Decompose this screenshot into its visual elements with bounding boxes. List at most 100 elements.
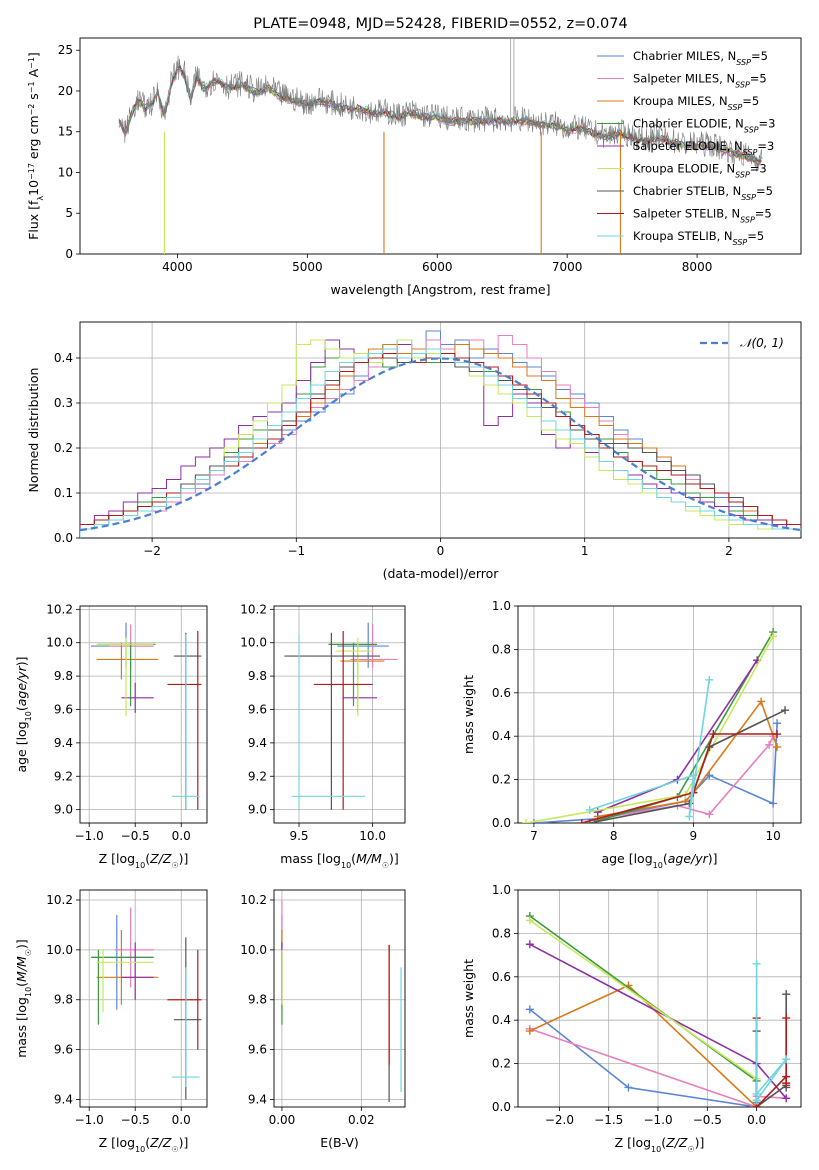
error-bars [91, 907, 202, 1100]
y-tick-label: 9.4 [54, 1093, 73, 1107]
error-bars [281, 899, 402, 1103]
y-tick-label: 10 [58, 165, 73, 179]
weight-marker [705, 810, 714, 819]
model-line [118, 66, 762, 161]
age_vs_Z-panel: −1.0 −0.5 0.0 9.0 9.2 9.4 9.6 9.8 10.0 10.2 Z [log… [14, 602, 208, 870]
legend-label: Kroupa ELODIE, NSSP=3 [633, 162, 767, 180]
y-tick-label: 9.4 [248, 736, 267, 750]
y-tick-label: 9.6 [248, 1043, 267, 1057]
spectrum-lines [118, 38, 763, 254]
axes-frame [517, 605, 802, 824]
y-tick-label: 0.0 [492, 816, 511, 830]
x-tick-label: 9.5 [289, 829, 308, 843]
weight-marker [577, 819, 586, 823]
legend: Chabrier MILES, NSSP=5 Salpeter MILES, NS… [597, 49, 775, 247]
weight-marker [593, 808, 602, 817]
x-axis-label: (data-model)/error [383, 566, 500, 581]
x-tick-label: −2 [143, 544, 161, 558]
weight-marker [773, 730, 782, 739]
y-tick-label: 10.0 [46, 636, 73, 650]
y-tick-label: 0.6 [492, 970, 511, 984]
axes-frame [79, 37, 802, 255]
y-tick-label: 9.4 [248, 1093, 267, 1107]
x-axis-label: wavelength [Angstrom, rest frame] [330, 282, 550, 297]
y-tick-label: 0.4 [492, 729, 511, 743]
x-tick-label: 6000 [422, 260, 453, 274]
weight_vs_age-panel: 7 8 9 10 0.0 0.2 0.4 0.6 0.8 1.0 age [log10(age/yr… [461, 599, 802, 870]
x-axis-label: Z [log10(Z/Z☉)] [99, 1135, 189, 1154]
weight-marker [521, 819, 530, 823]
y-tick-label: 9.6 [248, 702, 267, 716]
weight-marker [782, 1094, 791, 1103]
x-axis-label: Z [log10(Z/Z☉)] [615, 1135, 705, 1154]
y-tick-label: 1.0 [492, 883, 511, 897]
weight-line [525, 636, 774, 823]
weight_vs_Z-panel: −2.0 −1.5 −1.0 −0.5 0.0 0.0 0.2 0.4 0.6 0.8 1.0 Z [… [461, 883, 802, 1154]
x-tick-label: −1.0 [75, 829, 104, 843]
legend-label: Chabrier ELODIE, NSSP=3 [633, 117, 775, 135]
y-tick-label: 9.8 [248, 669, 267, 683]
histogram-step [80, 348, 801, 538]
weight-marker [685, 812, 694, 821]
y-tick-label: 9.0 [54, 803, 73, 817]
weight-marker [782, 1014, 791, 1023]
y-tick-label: 0.2 [54, 441, 73, 455]
y-tick-label: 9.2 [54, 769, 73, 783]
y-tick-label: 15 [58, 125, 73, 139]
x-tick-label: −0.5 [121, 1113, 150, 1127]
legend-label: Chabrier STELIB, NSSP=5 [633, 184, 773, 202]
x-tick-label: −0.5 [693, 1113, 722, 1127]
y-axis-label: age [log10(age/yr)] [14, 656, 33, 772]
y-tick-label: 10.0 [46, 943, 73, 957]
axes-frame [79, 889, 208, 1108]
legend-label: Chabrier MILES, NSSP=5 [633, 49, 768, 67]
y-tick-label: 0.2 [492, 1057, 511, 1071]
x-tick-label: 10 [765, 829, 780, 843]
x-tick-label: 0.0 [172, 1113, 191, 1127]
weight-marker [773, 743, 782, 752]
y-tick-label: 0.4 [54, 351, 73, 365]
y-tick-label: 10.0 [240, 943, 267, 957]
weight-marker [773, 719, 782, 728]
x-tick-label: 0 [437, 544, 445, 558]
y-tick-label: 9.4 [54, 736, 73, 750]
weight-marker [769, 799, 778, 808]
weight-line [589, 679, 711, 817]
histogram-panel: −2 −1 0 1 2 0.0 0.1 0.2 0.3 0.4 (data-model)/error… [26, 321, 802, 581]
y-tick-label: 9.6 [54, 1043, 73, 1057]
axes-frame [273, 605, 406, 824]
x-axis-label: Z [log10(Z/Z☉)] [99, 851, 189, 870]
weight-line [529, 1008, 758, 1107]
legend-label: 𝒩(0, 1) [740, 336, 784, 350]
weight-line [597, 699, 778, 818]
y-tick-label: 25 [58, 43, 73, 57]
weight-lines [525, 912, 791, 1107]
y-tick-label: 9.2 [248, 769, 267, 783]
x-tick-label: 4000 [162, 260, 193, 274]
weight-marker [782, 990, 791, 999]
axes-frame [517, 889, 802, 1108]
weight-line [533, 723, 778, 823]
weight-marker [525, 940, 534, 949]
y-tick-label: 9.8 [54, 993, 73, 1007]
y-tick-label: 0.8 [492, 926, 511, 940]
weight-marker [529, 819, 538, 823]
y-tick-label: 9.8 [54, 669, 73, 683]
weight-marker [525, 916, 534, 925]
weight-marker [752, 1089, 761, 1098]
histograms [80, 330, 801, 538]
y-axis-label: mass weight [461, 675, 476, 754]
x-tick-label: 0.00 [269, 1113, 296, 1127]
legend-label: Kroupa MILES, NSSP=5 [633, 94, 759, 112]
x-tick-label: 1 [581, 544, 589, 558]
x-tick-label: 0.0 [747, 1113, 766, 1127]
error-bars [284, 622, 398, 810]
y-axis-label: Flux [fλ10−17 erg cm−2 s−1 A−1] [26, 52, 45, 240]
x-tick-label: 2 [725, 544, 733, 558]
weight-marker [525, 1005, 534, 1014]
legend-label: Kroupa STELIB, NSSP=5 [633, 229, 764, 247]
axes-frame [79, 605, 208, 824]
y-tick-label: 0.6 [492, 686, 511, 700]
x-tick-label: −1.0 [75, 1113, 104, 1127]
